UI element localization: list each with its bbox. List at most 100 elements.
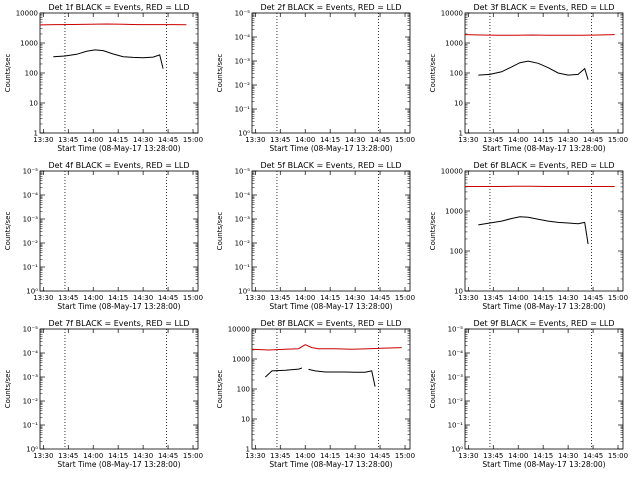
x-tick-label: 14:15 xyxy=(533,452,553,460)
plot-frame xyxy=(464,328,624,450)
y-tick-label: 1000 xyxy=(445,208,463,216)
events-series-line-2 xyxy=(478,60,589,80)
x-tick-label: 13:45 xyxy=(483,294,503,302)
x-tick-label: 15:00 xyxy=(608,294,628,302)
x-axis-label: Start Time (08-May-17 13:28:00) xyxy=(269,460,392,469)
x-tick-label: 13:30 xyxy=(33,136,53,144)
events-series-line-2 xyxy=(478,216,589,245)
plot-frame xyxy=(251,328,411,450)
y-tick-label: 10000 xyxy=(228,326,250,334)
x-tick-label: 14:45 xyxy=(370,136,390,144)
y-tick-label: 10 xyxy=(29,100,38,108)
x-tick-label: 13:45 xyxy=(58,294,78,302)
x-tick-label: 13:30 xyxy=(458,294,478,302)
x-tick-label: 14:00 xyxy=(83,136,103,144)
y-tick-label: 10000 xyxy=(441,168,463,176)
x-tick-label: 14:00 xyxy=(508,452,528,460)
x-tick-label: 13:30 xyxy=(33,294,53,302)
y-tick-label: 10⁻⁴ xyxy=(235,34,251,42)
chart-panel-8: Det 8f BLACK = Events, RED = LLD 13:30 13:… xyxy=(216,319,415,469)
y-axis-label: Counts/sec xyxy=(4,212,12,251)
y-tick-label: 10⁰ xyxy=(26,446,38,454)
y-tick-label: 10⁰ xyxy=(26,288,38,296)
y-axis-label: Counts/sec xyxy=(429,212,437,251)
y-tick-label: 10⁻³ xyxy=(235,58,251,66)
x-tick-label: 14:15 xyxy=(533,294,553,302)
y-tick-label: 10⁻³ xyxy=(235,216,251,224)
x-axis-label: Start Time (08-May-17 13:28:00) xyxy=(57,460,180,469)
y-tick-label: 10000 xyxy=(441,10,463,18)
x-tick-label: 14:30 xyxy=(133,294,153,302)
chart-title: Det 7f BLACK = Events, RED = LLD xyxy=(48,319,189,328)
y-tick-label: 10 xyxy=(454,288,463,296)
y-tick-label: 10⁻¹ xyxy=(448,422,464,430)
x-tick-label: 13:30 xyxy=(245,136,265,144)
y-tick-label: 10⁻² xyxy=(23,398,39,406)
x-tick-label: 14:30 xyxy=(133,452,153,460)
y-tick-label: 1 xyxy=(34,130,38,138)
chart-title: Det 4f BLACK = Events, RED = LLD xyxy=(48,161,189,170)
x-tick-label: 14:30 xyxy=(345,136,365,144)
y-axis-label: Counts/sec xyxy=(216,54,224,93)
events-series-line-2 xyxy=(264,367,303,378)
chart-panel-4: Det 4f BLACK = Events, RED = LLD 13:30 13:… xyxy=(4,161,203,311)
chart-title: Det 1f BLACK = Events, RED = LLD xyxy=(48,3,189,12)
x-tick-label: 14:45 xyxy=(583,452,603,460)
plot-frame xyxy=(39,12,199,134)
y-tick-label: 10⁰ xyxy=(451,446,463,454)
x-tick-label: 14:45 xyxy=(158,452,178,460)
chart-title: Det 9f BLACK = Events, RED = LLD xyxy=(473,319,614,328)
x-tick-label: 15:00 xyxy=(395,294,415,302)
y-tick-label: 10⁻² xyxy=(235,82,251,90)
x-tick-label: 14:45 xyxy=(158,136,178,144)
x-tick-label: 14:45 xyxy=(370,452,390,460)
x-tick-label: 14:15 xyxy=(108,294,128,302)
x-tick-label: 15:00 xyxy=(395,136,415,144)
chart-title: Det 6f BLACK = Events, RED = LLD xyxy=(473,161,614,170)
y-tick-label: 10⁻⁴ xyxy=(23,192,39,200)
x-tick-label: 14:00 xyxy=(295,136,315,144)
x-tick-label: 14:45 xyxy=(158,294,178,302)
x-tick-label: 15:00 xyxy=(183,136,203,144)
y-axis-label: Counts/sec xyxy=(216,370,224,409)
x-tick-label: 13:30 xyxy=(33,452,53,460)
y-tick-label: 10⁻⁵ xyxy=(23,326,39,334)
y-axis-label: Counts/sec xyxy=(4,370,12,409)
x-tick-label: 14:45 xyxy=(583,136,603,144)
chart-title: Det 8f BLACK = Events, RED = LLD xyxy=(260,319,401,328)
x-tick-label: 14:30 xyxy=(345,452,365,460)
x-tick-label: 14:15 xyxy=(533,136,553,144)
y-tick-label: 10⁻⁴ xyxy=(23,350,39,358)
x-axis-label: Start Time (08-May-17 13:28:00) xyxy=(57,302,180,311)
y-tick-label: 10⁻⁵ xyxy=(448,326,464,334)
plot-frame xyxy=(251,12,411,134)
x-tick-label: 13:45 xyxy=(270,136,290,144)
x-tick-label: 14:15 xyxy=(108,136,128,144)
x-tick-label: 13:45 xyxy=(270,452,290,460)
x-tick-label: 14:15 xyxy=(320,294,340,302)
plot-frame xyxy=(39,328,199,450)
plot-frame xyxy=(251,170,411,292)
x-tick-label: 15:00 xyxy=(608,452,628,460)
chart-panel-3: Det 3f BLACK = Events, RED = LLD 13:30 13:… xyxy=(429,3,628,153)
x-tick-label: 13:30 xyxy=(458,452,478,460)
y-tick-label: 10000 xyxy=(16,10,38,18)
y-tick-label: 10⁻⁵ xyxy=(235,10,251,18)
events-series-line-3 xyxy=(308,368,376,387)
y-tick-label: 1 xyxy=(246,446,250,454)
x-tick-label: 15:00 xyxy=(395,452,415,460)
y-tick-label: 10⁻¹ xyxy=(235,264,251,272)
y-tick-label: 10⁻² xyxy=(235,240,251,248)
y-tick-label: 10 xyxy=(454,100,463,108)
x-axis-label: Start Time (08-May-17 13:28:00) xyxy=(482,144,605,153)
x-tick-label: 13:45 xyxy=(483,136,503,144)
y-tick-label: 10⁻² xyxy=(23,240,39,248)
x-tick-label: 14:30 xyxy=(558,294,578,302)
x-axis-label: Start Time (08-May-17 13:28:00) xyxy=(57,144,180,153)
chart-panel-1: Det 1f BLACK = Events, RED = LLD 13:30 13:… xyxy=(4,3,203,153)
x-tick-label: 14:30 xyxy=(558,452,578,460)
x-tick-label: 14:00 xyxy=(508,136,528,144)
chart-panel-5: Det 5f BLACK = Events, RED = LLD 13:30 13:… xyxy=(216,161,415,311)
x-tick-label: 14:15 xyxy=(108,452,128,460)
